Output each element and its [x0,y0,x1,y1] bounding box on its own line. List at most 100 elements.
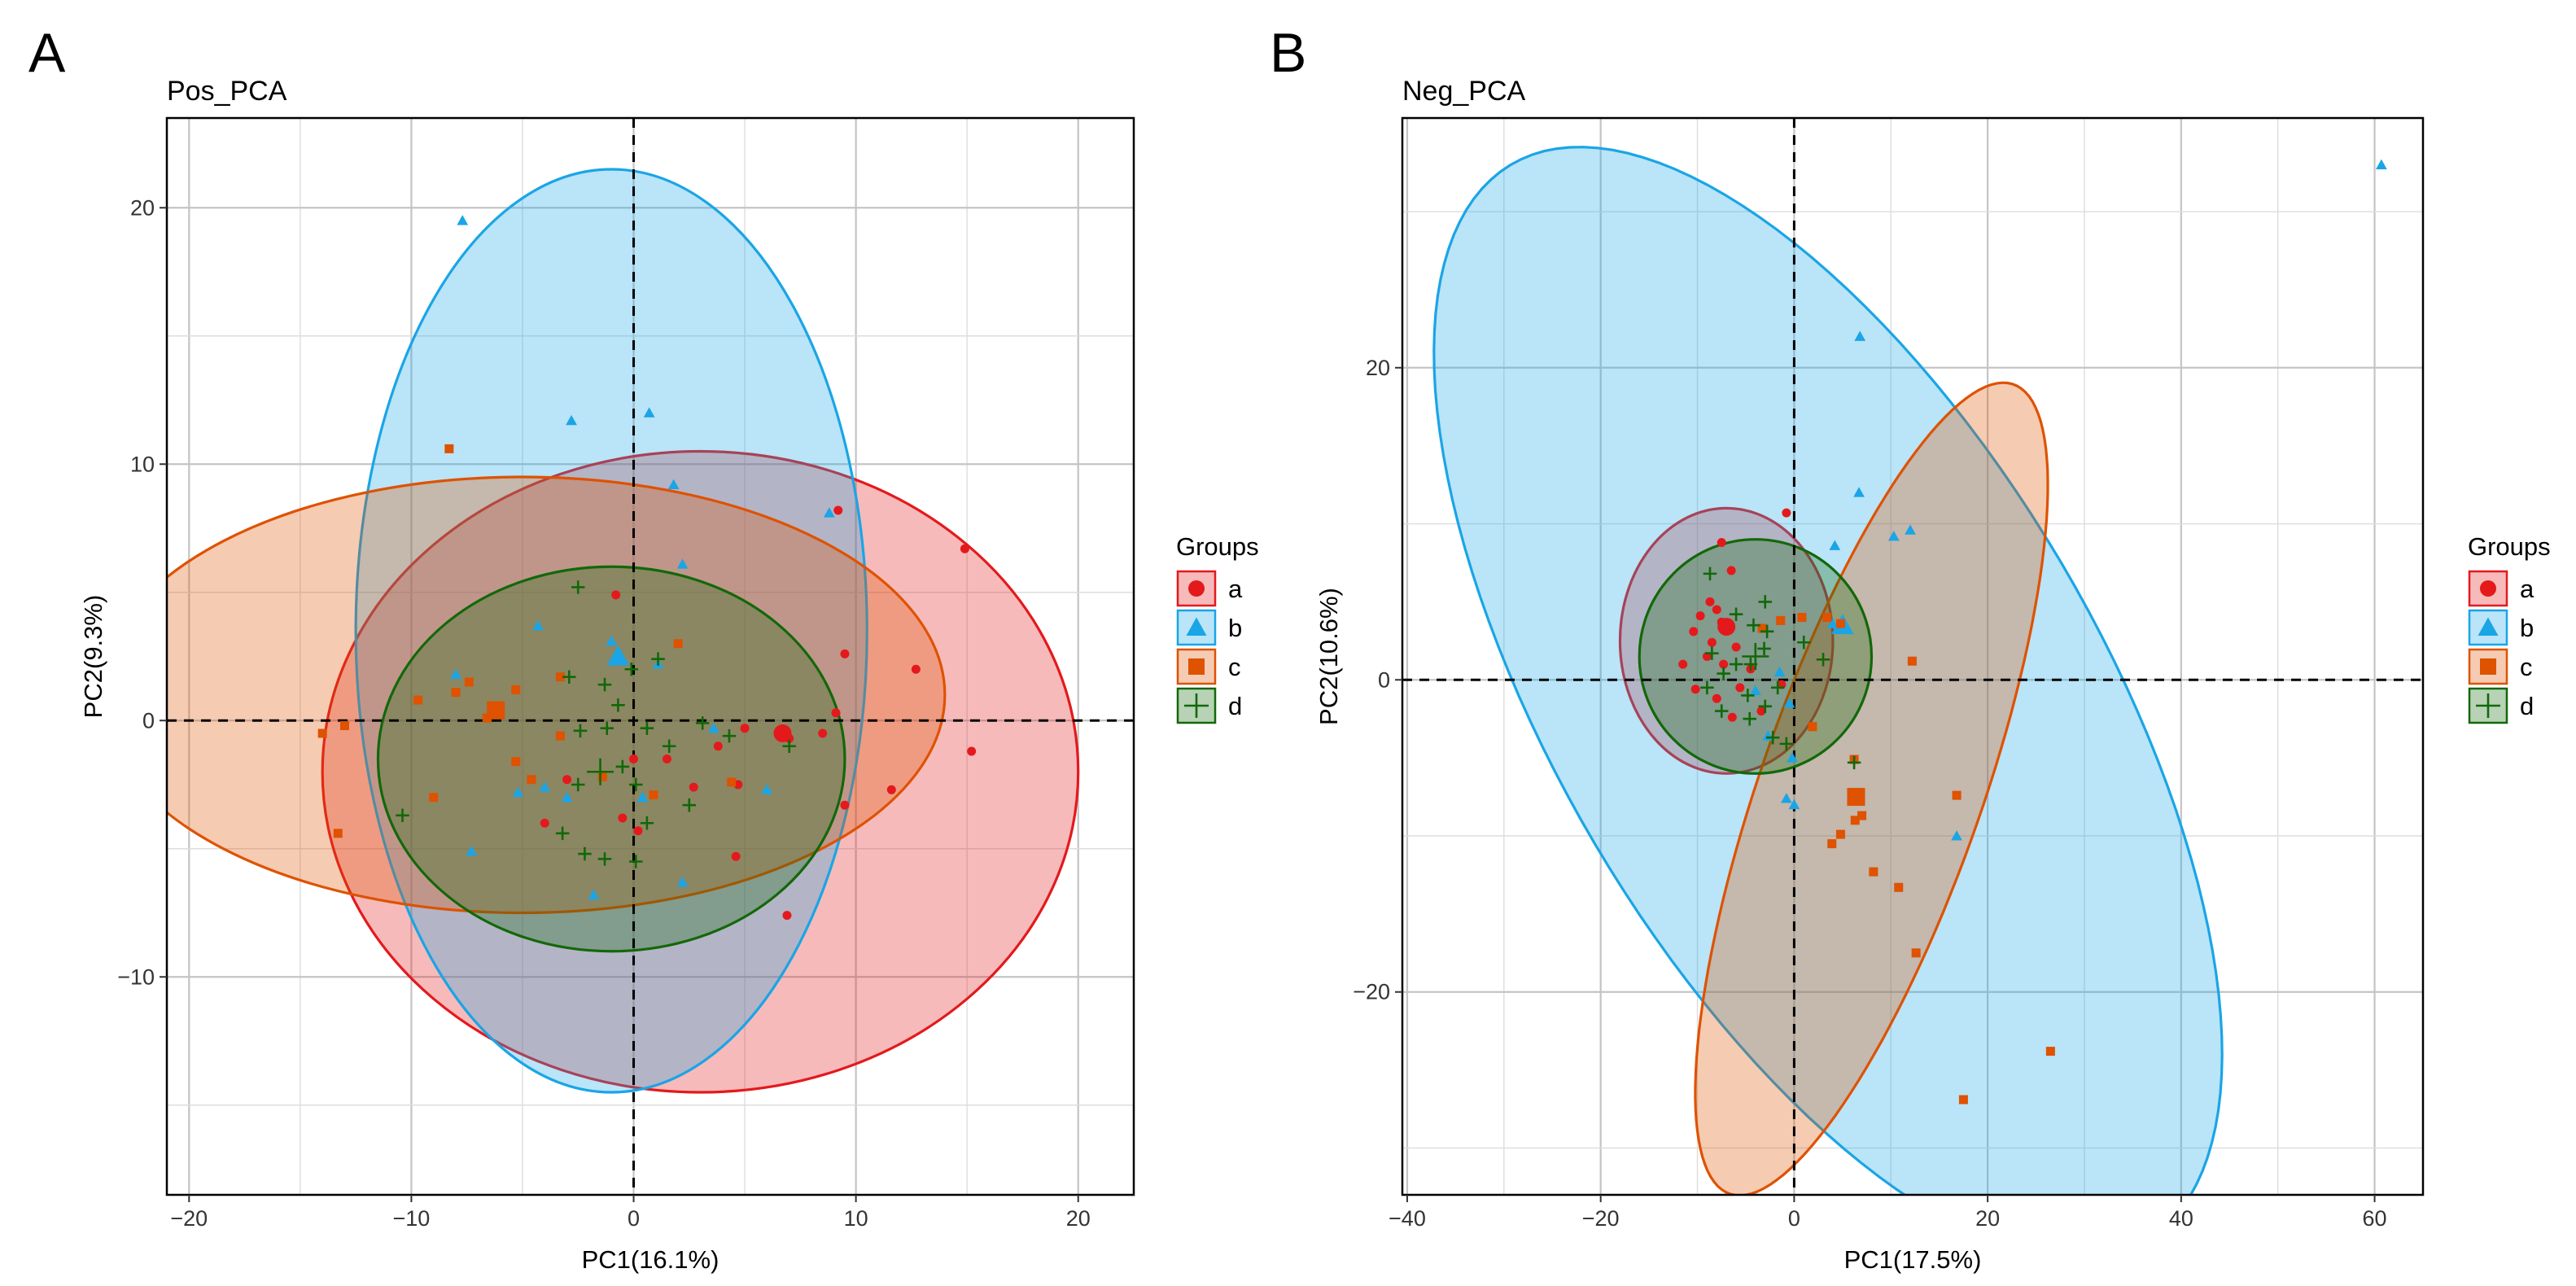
point-group-a [886,785,896,794]
point-group-c [1808,722,1817,732]
ellipse-group-c [1694,381,2049,1195]
point-group-a [833,505,843,515]
point-group-b [606,635,618,646]
legend-marker-b [2478,617,2499,636]
point-group-a [1695,611,1705,621]
point-group-b [1749,685,1761,696]
point-group-b [1827,618,1839,628]
point-group-b [450,668,461,680]
ellipse-group-b [354,168,868,1094]
point-group-c [511,757,521,767]
centroid-group-d [1742,643,1769,670]
x-tick-label: 10 [844,1206,868,1231]
point-group-d [578,846,592,861]
point-group-c [429,793,439,803]
point-group-c [1911,948,1921,958]
point-group-b [1773,666,1786,677]
centroid-group-b [606,645,630,666]
centroid-group-a [773,724,792,742]
legend-marker-a [1188,580,1205,597]
legend-marker-c [1188,658,1205,675]
point-group-d [640,721,654,735]
point-group-d [1757,641,1771,656]
point-group-a [960,544,969,553]
plot-background [167,118,1134,1195]
y-axis-label: PC2(9.3%) [79,595,107,719]
x-tick-label: −10 [393,1206,431,1231]
point-group-d [1770,680,1785,695]
point-group-b [761,784,773,794]
x-tick-label: −40 [1389,1206,1426,1231]
legend-label-d: d [1228,692,1242,720]
point-group-c [1757,623,1767,633]
point-group-a [1690,685,1700,694]
point-group-c [1827,839,1837,849]
point-group-d [1705,646,1719,660]
y-tick-label: −20 [1353,980,1390,1004]
x-tick-label: 40 [2169,1206,2193,1231]
point-group-d [628,855,643,868]
x-tick-label: 0 [1788,1206,1800,1231]
point-group-a [1727,712,1737,722]
point-group-b [1788,798,1800,810]
point-group-c [1869,867,1878,877]
point-group-a [540,818,549,828]
point-group-a [911,664,921,674]
x-axis-label: PC1(17.5%) [1844,1245,1982,1274]
x-tick-label: 60 [2363,1206,2387,1231]
point-group-b [588,889,600,899]
point-group-d [571,777,585,792]
point-group-b [823,507,835,518]
point-group-d [1729,607,1743,621]
point-group-b [457,215,469,225]
point-group-d [695,716,710,730]
legend-swatch-c [2468,648,2508,685]
point-group-d [1747,618,1760,632]
point-group-c [1857,811,1867,820]
point-group-d [651,652,665,666]
point-group-d [571,580,585,594]
ellipse-group-d [376,565,846,953]
point-group-a [1707,637,1717,647]
point-group-a [1712,605,1721,615]
point-group-b [707,722,719,733]
point-group-b [1905,524,1916,535]
point-group-d [597,677,612,692]
point-group-c [464,677,474,687]
point-group-c [413,695,423,705]
x-tick-label: 20 [1975,1206,2000,1231]
point-group-c [555,731,565,741]
point-group-a [618,813,628,823]
point-group-a [629,755,639,763]
point-group-d [1743,711,1756,726]
panel-a-pos-pca: A Pos_PCA −20 −10 0 10 20 −10 0 10 20 PC1(16.1%) PC2… [28,22,1259,1274]
point-group-d [640,816,654,830]
y-tick-label: −10 [117,964,155,989]
point-group-b [539,781,551,792]
point-group-a [689,782,698,792]
centroid-group-c [1847,788,1865,807]
plot-title: Pos_PCA [167,76,287,107]
point-group-d [628,777,643,792]
point-group-d [597,852,612,866]
point-group-a [1712,693,1721,703]
grid [1402,118,2423,1195]
point-group-a [1678,659,1688,669]
point-group-d [782,739,796,753]
point-group-c [555,672,565,682]
point-group-a [840,649,850,658]
point-group-b [1829,540,1841,550]
point-group-c [333,829,343,838]
x-tick-label: −20 [1582,1206,1620,1231]
legend-marker-d [1184,693,1209,718]
legend-label-a: a [2520,575,2534,603]
ellipse-group-c [167,475,947,915]
point-group-b [512,786,524,797]
confidence-ellipses [1432,146,2224,1195]
point-group-b [1853,487,1865,497]
legend-title: Groups [2468,532,2551,561]
centroid-group-d [587,758,614,785]
